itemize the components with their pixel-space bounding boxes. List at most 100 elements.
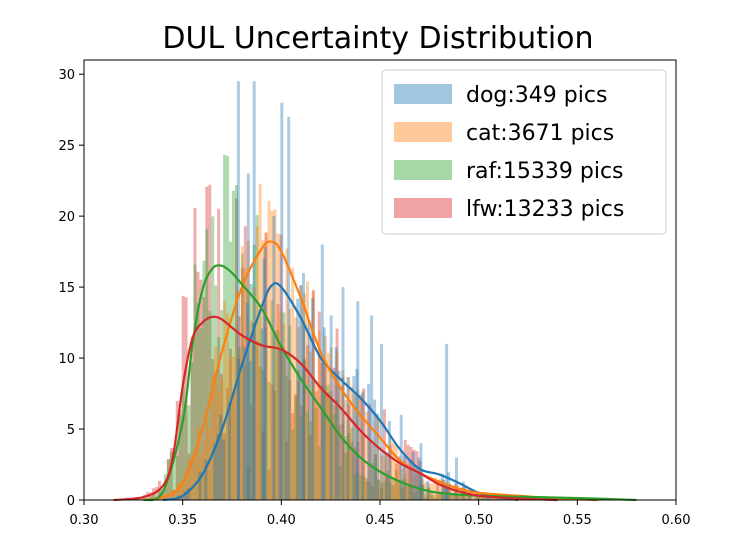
hist-bar (430, 491, 434, 500)
y-tick-label: 20 (58, 210, 75, 225)
hist-bar (217, 391, 221, 500)
hist-bar (314, 391, 318, 500)
hist-bar (374, 454, 378, 500)
hist-bar (178, 414, 182, 500)
hist-bar (184, 405, 188, 500)
hist-bar (255, 215, 259, 500)
hist-bar (245, 302, 249, 500)
hist-bar (208, 311, 212, 500)
hist-bar (220, 374, 224, 500)
hist-bar (433, 478, 437, 500)
hist-bar (246, 466, 250, 500)
hist-bar (270, 384, 274, 500)
hist-bar (237, 316, 241, 500)
hist-bar (468, 496, 472, 500)
hist-bar (430, 495, 434, 500)
hist-bar (243, 226, 247, 501)
hist-bar (163, 495, 167, 500)
hist-spike (320, 244, 324, 500)
hist-bar (448, 495, 452, 500)
hist-bar (190, 336, 194, 500)
hist-bar (371, 486, 375, 500)
hist-bar (361, 391, 365, 500)
legend-swatch (394, 122, 452, 142)
hist-bar (489, 498, 493, 500)
hist-bar (288, 380, 292, 500)
legend-label: raf:15339 pics (466, 159, 624, 184)
legend-label: cat:3671 pics (466, 121, 614, 146)
hist-bar (223, 154, 227, 500)
hist-bar (418, 485, 422, 500)
hist-bar (350, 427, 354, 500)
hist-bar (385, 471, 389, 500)
hist-bar (243, 365, 247, 500)
hist-bar (279, 234, 283, 500)
y-tick-label: 10 (58, 352, 75, 367)
hist-bar (406, 466, 410, 500)
hist-bar (359, 475, 363, 500)
hist-bar (356, 471, 360, 500)
hist-bar (415, 491, 419, 500)
hist-bar (251, 323, 255, 500)
hist-bar (279, 344, 283, 500)
legend-swatch (394, 198, 452, 218)
hist-bar (367, 383, 371, 500)
hist-bar (240, 253, 244, 500)
hist-bar (427, 486, 431, 500)
hist-bar (377, 480, 380, 500)
hist-bar (314, 408, 318, 500)
hist-bar (350, 442, 354, 500)
hist-bar (294, 317, 298, 500)
hist-bar (311, 380, 315, 500)
hist-bar (208, 428, 212, 500)
hist-bar (232, 391, 235, 500)
hist-bar (255, 340, 259, 500)
hist-bar (382, 409, 386, 500)
hist-bar (317, 330, 321, 500)
hist-bar (240, 267, 244, 500)
hist-bar (388, 445, 392, 500)
hist-bar (477, 494, 481, 500)
hist-bar (501, 498, 505, 500)
hist-bar (362, 433, 366, 500)
hist-bar (294, 396, 298, 500)
hist-bar (214, 371, 218, 500)
hist-bar (314, 383, 318, 500)
hist-bar (442, 495, 446, 500)
hist-bar (223, 433, 227, 500)
hist-bar (380, 455, 383, 500)
hist-bar (444, 484, 448, 500)
y-tick-label: 30 (58, 68, 75, 83)
hist-bar (234, 289, 238, 500)
hist-bar (291, 413, 295, 500)
hist-bar (373, 399, 377, 500)
hist-bar (220, 310, 224, 500)
y-tick-label: 0 (67, 494, 75, 509)
hist-bar (308, 435, 312, 500)
hist-bar (175, 455, 179, 500)
hist-bar (169, 490, 173, 500)
hist-bar (356, 389, 360, 500)
hist-bar (187, 453, 191, 500)
hist-bar (362, 388, 366, 500)
hist-bar (297, 370, 301, 500)
hist-bar (267, 469, 271, 500)
hist-bar (497, 497, 501, 500)
legend-swatch (394, 84, 452, 104)
hist-bar (205, 228, 209, 500)
hist-bar (427, 488, 431, 500)
hist-bar (237, 347, 241, 500)
hist-bar (421, 485, 425, 500)
hist-bar (397, 456, 401, 500)
hist-bar (474, 493, 478, 500)
hist-bar (172, 490, 176, 500)
hist-bar (308, 351, 312, 500)
hist-bar (394, 444, 398, 500)
kde-line-2 (142, 264, 637, 502)
hist-bar (226, 388, 230, 500)
hist-spike (262, 258, 266, 500)
hist-spike (356, 301, 360, 500)
hist-bar (344, 400, 348, 500)
hist-bar (388, 482, 392, 500)
hist-bar (456, 495, 460, 500)
